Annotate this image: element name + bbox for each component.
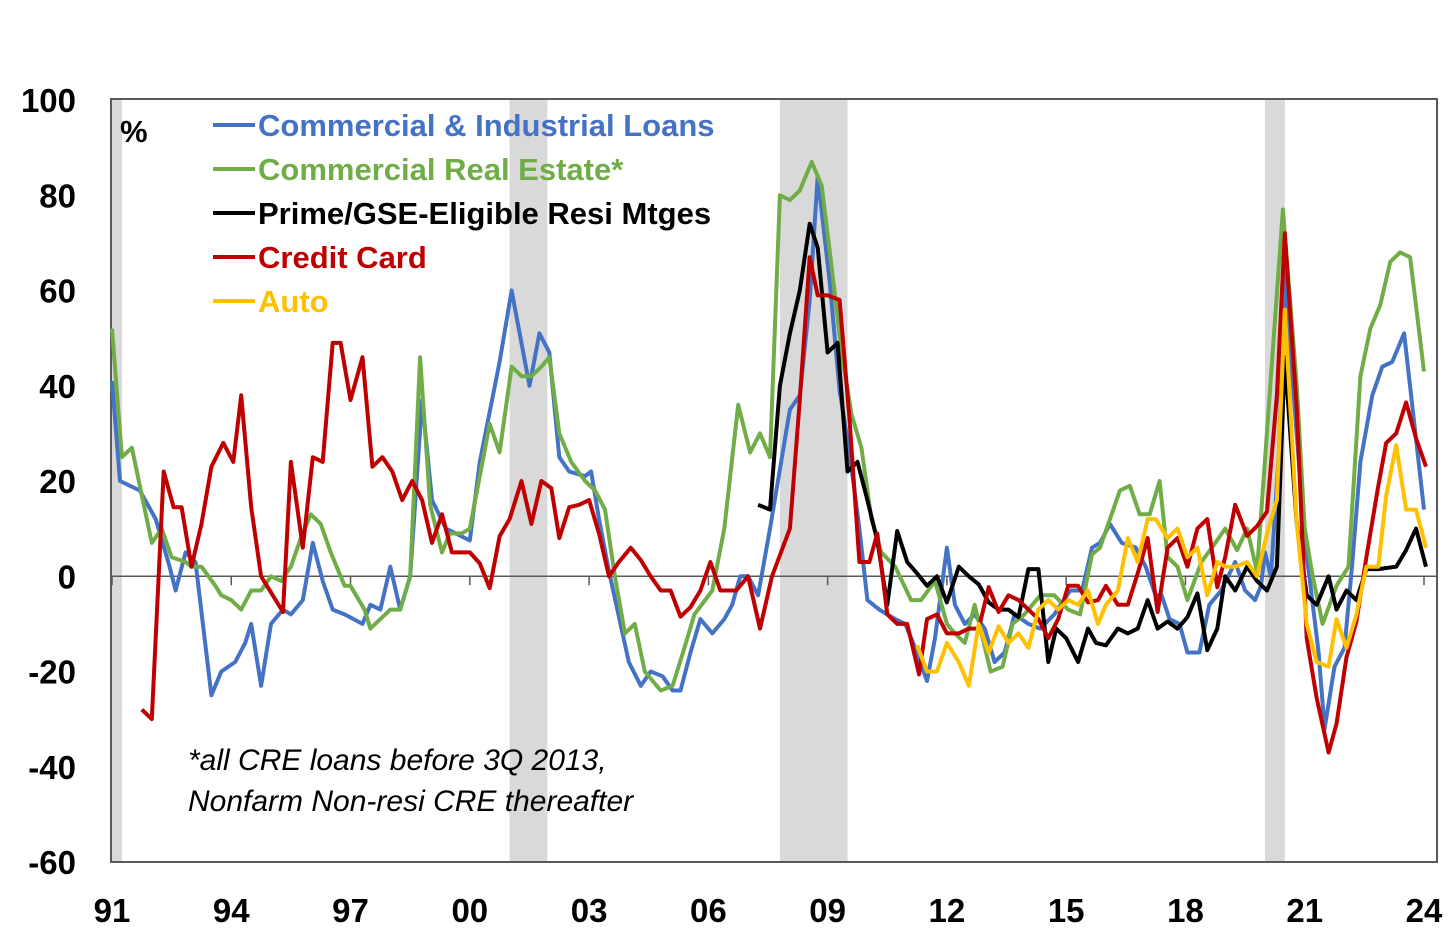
series-line-1 — [110, 159, 1426, 693]
x-tick-label: 91 — [94, 892, 131, 929]
x-tick-label: 06 — [690, 892, 727, 929]
x-tick-label: 24 — [1406, 892, 1443, 929]
x-tick-label: 94 — [213, 892, 250, 929]
legend-label: Prime/GSE-Eligible Resi Mtges — [258, 196, 711, 231]
y-tick-label: 60 — [39, 273, 76, 310]
x-tick-label: 00 — [451, 892, 488, 929]
y-tick-label: 20 — [39, 463, 76, 500]
recession-band — [111, 99, 122, 862]
y-tick-label: -20 — [28, 654, 76, 691]
legend-label: Credit Card — [258, 240, 427, 275]
x-tick-label: 12 — [929, 892, 966, 929]
x-tick-label: 03 — [571, 892, 608, 929]
y-tick-label: 40 — [39, 368, 76, 405]
plot-frame — [110, 98, 1438, 863]
y-tick-label: 0 — [58, 558, 76, 595]
legend-label: Auto — [258, 284, 329, 319]
y-tick-label: -60 — [28, 844, 76, 881]
x-tick-label: 21 — [1286, 892, 1323, 929]
x-tick-label: 97 — [332, 892, 369, 929]
y-tick-label: -40 — [28, 749, 76, 786]
legend-label: Commercial Real Estate* — [258, 152, 624, 187]
x-tick-label: 09 — [809, 892, 846, 929]
y-unit-label: % — [120, 114, 148, 149]
annotation-line-2: Nonfarm Non-resi CRE thereafter — [188, 785, 634, 818]
series-lines — [110, 159, 1428, 755]
x-tick-label: 15 — [1048, 892, 1085, 929]
series-line-3 — [140, 231, 1428, 755]
annotation-line-1: *all CRE loans before 3Q 2013, — [188, 744, 607, 777]
series-line-4 — [915, 307, 1428, 688]
x-axis-ticks — [111, 576, 1425, 586]
recession-band — [1264, 99, 1285, 862]
y-axis-labels: 100 80 60 40 20 0 -20 -40 -60 — [21, 82, 76, 881]
y-tick-label: 100 — [21, 82, 76, 119]
x-axis-labels: 91 94 97 00 03 06 09 12 15 18 21 24 — [94, 892, 1443, 929]
legend-label: Commercial & Industrial Loans — [258, 108, 715, 143]
x-tick-label: 18 — [1167, 892, 1204, 929]
y-tick-label: 80 — [39, 177, 76, 214]
legend: Commercial & Industrial Loans Commercial … — [213, 108, 715, 319]
